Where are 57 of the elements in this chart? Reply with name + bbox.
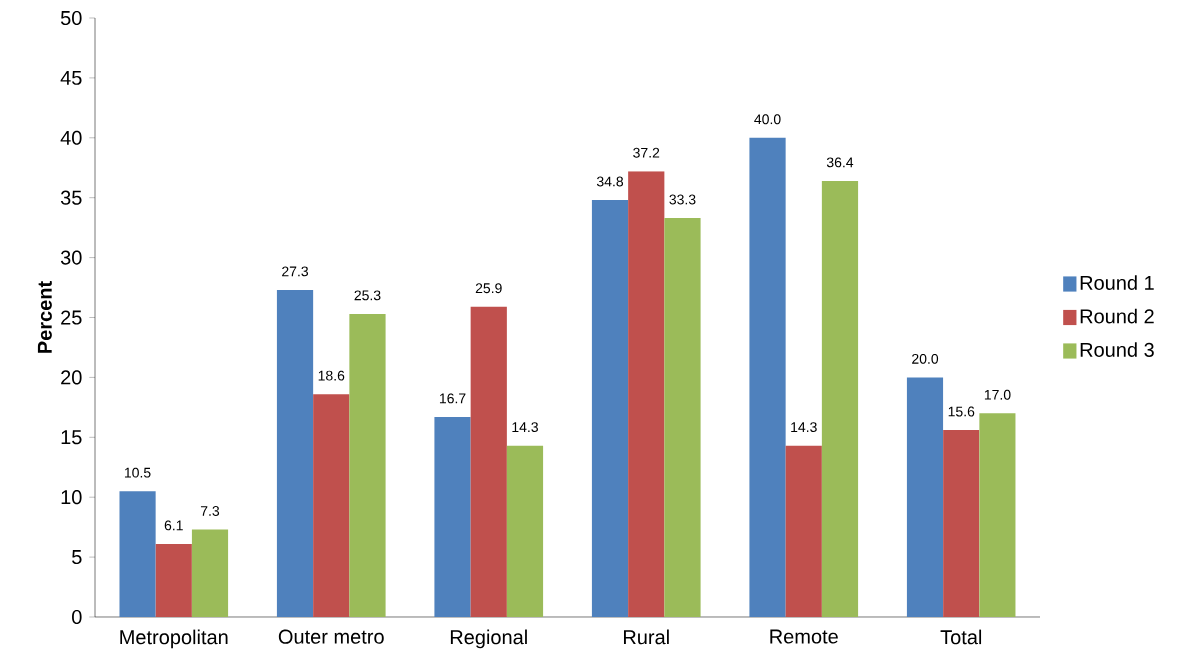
- legend-label: Round 1: [1080, 275, 1154, 290]
- y-tick-label: 45: [60, 70, 82, 85]
- bar: [821, 180, 859, 617]
- data-label: 25.9: [475, 283, 502, 294]
- x-tick-label: Metropolitan: [120, 629, 228, 649]
- y-tick-label: 25: [61, 310, 82, 325]
- data-label: 14.3: [791, 422, 817, 433]
- bar: [349, 313, 386, 617]
- bar: [906, 377, 944, 617]
- y-tick-label: 30: [60, 250, 82, 265]
- data-label: 33.3: [669, 194, 696, 205]
- bar: [276, 289, 314, 617]
- bar: [313, 394, 350, 617]
- y-axis-title: Percent: [37, 281, 52, 353]
- y-tick-label: 0: [72, 609, 82, 625]
- data-label: 37.2: [633, 147, 660, 158]
- data-label: 40.0: [754, 114, 781, 125]
- data-label: 25.3: [354, 290, 381, 301]
- x-tick-label: Remote: [770, 629, 838, 644]
- data-label: 34.8: [596, 176, 624, 187]
- y-tick-label: 5: [72, 550, 82, 565]
- bar: [749, 137, 786, 617]
- legend-label: Round 3: [1080, 342, 1154, 357]
- data-label: 17.0: [984, 389, 1011, 400]
- x-tick-label: Rural: [623, 629, 669, 645]
- bar: [664, 218, 701, 617]
- bar: [434, 416, 471, 617]
- bar: [943, 430, 980, 617]
- data-label: 6.1: [164, 520, 183, 531]
- bar: [155, 543, 192, 617]
- bar: [628, 171, 665, 617]
- y-tick-label: 35: [60, 190, 82, 205]
- data-label: 10.5: [124, 467, 151, 478]
- bar: [785, 445, 822, 617]
- bar: [506, 445, 544, 617]
- data-label: 27.3: [282, 266, 309, 277]
- x-tick-label: Outer metro: [278, 629, 384, 644]
- y-tick-label: 15: [61, 430, 82, 445]
- x-tick-label: Total: [940, 629, 982, 645]
- data-label: 15.6: [948, 406, 975, 417]
- y-tick-label: 10: [61, 490, 82, 505]
- bar: [591, 200, 629, 617]
- bar: [470, 306, 507, 617]
- data-label: 18.6: [318, 370, 345, 381]
- data-label: 36.4: [826, 157, 854, 168]
- data-label: 14.3: [512, 422, 538, 433]
- data-label: 20.0: [912, 353, 939, 364]
- bar: [119, 491, 156, 617]
- data-label: 16.7: [439, 393, 466, 404]
- y-tick-label: 50: [60, 10, 82, 26]
- x-tick-label: Regional: [450, 629, 527, 649]
- bar: [191, 529, 229, 617]
- legend-label: Round 2: [1080, 308, 1154, 324]
- y-tick-label: 40: [60, 130, 82, 145]
- bar: [979, 413, 1016, 617]
- data-label: 7.3: [200, 506, 220, 516]
- y-tick-label: 20: [61, 370, 82, 385]
